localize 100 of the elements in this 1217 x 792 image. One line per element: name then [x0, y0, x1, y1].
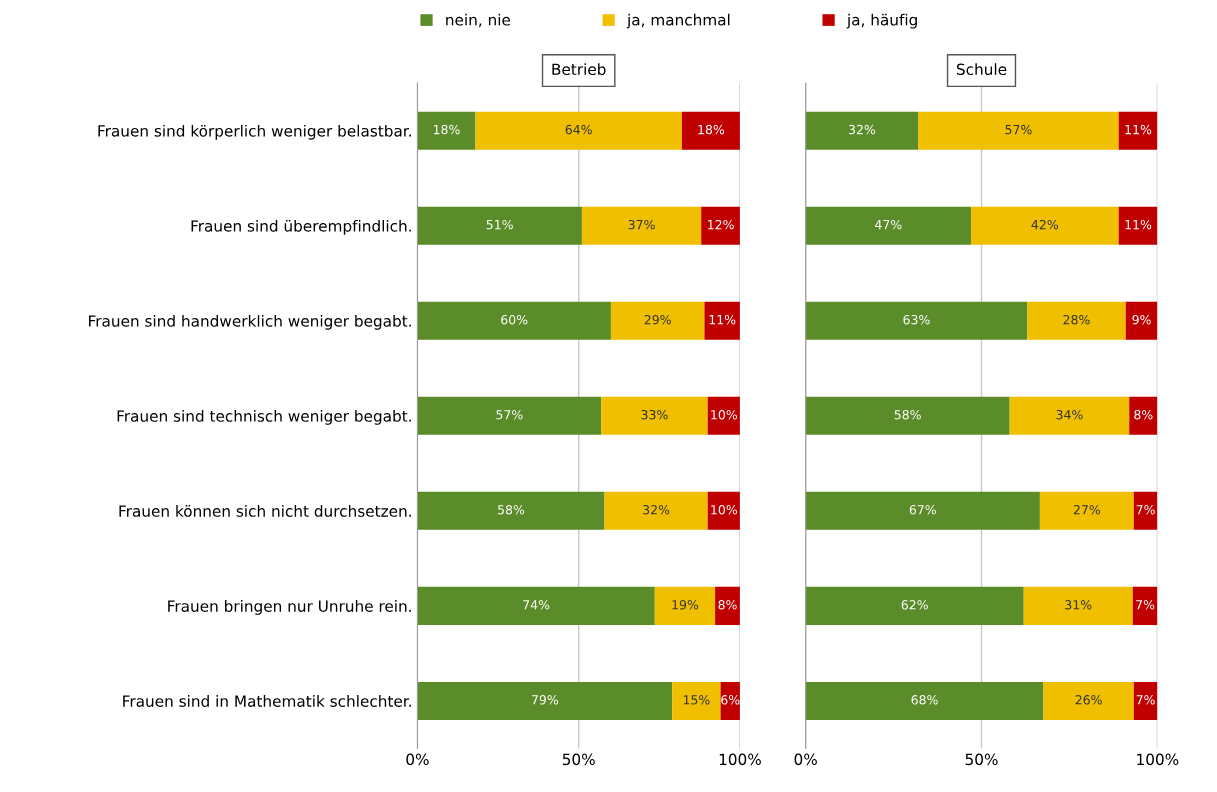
- bar: [417, 681, 673, 720]
- legend-label: ja, manchmal: [626, 13, 730, 29]
- data-label: 47%: [875, 219, 902, 230]
- data-label: 58%: [894, 409, 921, 420]
- data-label: 10%: [711, 505, 738, 515]
- data-label: 26%: [1075, 695, 1102, 705]
- bar: [970, 206, 1119, 245]
- bar: [707, 491, 740, 530]
- bar: [1133, 491, 1158, 530]
- x-tick-label: 100%: [1137, 753, 1179, 766]
- bar: [805, 396, 1010, 435]
- chart-title: Schule: [956, 63, 1007, 76]
- bar: [681, 111, 740, 150]
- data-label: 6%: [721, 695, 740, 705]
- data-label: 8%: [718, 600, 737, 610]
- legend-label: ja, häufig: [846, 13, 917, 29]
- data-label: 37%: [628, 219, 655, 230]
- bar: [417, 206, 582, 245]
- bar: [1125, 301, 1158, 340]
- data-label: 67%: [909, 505, 936, 515]
- data-label: 34%: [1056, 409, 1083, 420]
- data-label: 11%: [1125, 219, 1152, 230]
- data-label: 8%: [1134, 409, 1153, 420]
- data-label: 31%: [1065, 600, 1092, 610]
- data-label: 51%: [486, 219, 513, 230]
- bar: [805, 681, 1044, 720]
- x-tick-label: 50%: [965, 753, 998, 766]
- bar: [1027, 301, 1126, 340]
- y-tick-label: Frauen sind körperlich weniger belastbar.: [98, 124, 411, 140]
- bar: [1009, 396, 1130, 435]
- data-label: 7%: [1136, 695, 1155, 705]
- x-tick-label: 100%: [719, 753, 761, 766]
- bar: [1118, 206, 1158, 245]
- data-label: 28%: [1063, 314, 1090, 325]
- bar: [805, 586, 1024, 625]
- data-label: 68%: [911, 695, 938, 705]
- data-label: 57%: [496, 409, 523, 420]
- bar: [704, 301, 740, 340]
- data-label: 7%: [1136, 600, 1155, 610]
- data-label: 57%: [1005, 124, 1032, 135]
- data-label: 12%: [708, 219, 734, 230]
- chart-title: Betrieb: [552, 63, 606, 76]
- bar: [1129, 396, 1158, 435]
- data-label: 7%: [1136, 505, 1155, 515]
- bar: [417, 396, 602, 435]
- data-label: 58%: [498, 505, 525, 515]
- data-label: 18%: [698, 124, 725, 135]
- data-label: 18%: [433, 124, 460, 135]
- bar: [1023, 586, 1133, 625]
- data-label: 29%: [644, 314, 671, 325]
- bar: [1039, 491, 1134, 530]
- bar: [707, 396, 740, 435]
- bar: [805, 301, 1028, 340]
- data-label: 9%: [1132, 314, 1151, 325]
- bar: [475, 111, 682, 150]
- data-label: 64%: [565, 124, 592, 135]
- bar: [417, 586, 655, 625]
- data-label: 33%: [641, 409, 668, 420]
- data-label: 79%: [531, 695, 559, 705]
- x-tick-label: 0%: [794, 753, 817, 766]
- data-label: 74%: [523, 600, 550, 610]
- bar: [1043, 681, 1134, 720]
- data-label: 63%: [903, 314, 930, 325]
- bar: [805, 111, 919, 150]
- y-tick-label: Frauen bringen nur Unruhe rein.: [168, 600, 411, 615]
- data-label: 32%: [643, 505, 670, 515]
- bar: [601, 396, 708, 435]
- data-label: 27%: [1073, 505, 1101, 515]
- y-tick-label: Frauen sind handwerklich weniger begabt.: [89, 314, 411, 330]
- data-label: 32%: [848, 124, 876, 135]
- bar: [1118, 111, 1158, 150]
- data-label: 19%: [672, 600, 699, 610]
- y-tick-label: Frauen können sich nicht durchsetzen.: [119, 505, 411, 517]
- y-tick-label: Frauen sind überempfindlich.: [191, 219, 411, 235]
- data-label: 62%: [901, 600, 928, 610]
- bar: [715, 586, 740, 625]
- y-tick-label: Frauen sind in Mathematik schlechter.: [123, 695, 411, 707]
- bar: [918, 111, 1119, 150]
- bar: [417, 491, 605, 530]
- bar: [672, 681, 721, 720]
- legend-label: nein, nie: [446, 13, 511, 28]
- bar: [604, 491, 708, 530]
- data-label: 10%: [711, 409, 738, 420]
- bar: [610, 301, 705, 340]
- bar: [1132, 586, 1158, 625]
- data-label: 15%: [683, 695, 710, 705]
- bar: [654, 586, 716, 625]
- y-tick-label: Frauen sind technisch weniger begabt.: [117, 410, 411, 425]
- x-tick-label: 50%: [562, 753, 595, 766]
- bar: [417, 301, 611, 340]
- bar: [417, 111, 476, 150]
- data-label: 11%: [1125, 124, 1152, 135]
- data-label: 11%: [709, 314, 736, 325]
- bar: [581, 206, 702, 245]
- bar: [701, 206, 740, 245]
- bar: [805, 206, 971, 245]
- x-tick-label: 0%: [406, 753, 429, 766]
- data-label: 42%: [1031, 219, 1059, 230]
- data-label: 60%: [501, 314, 528, 325]
- bar: [1133, 681, 1158, 720]
